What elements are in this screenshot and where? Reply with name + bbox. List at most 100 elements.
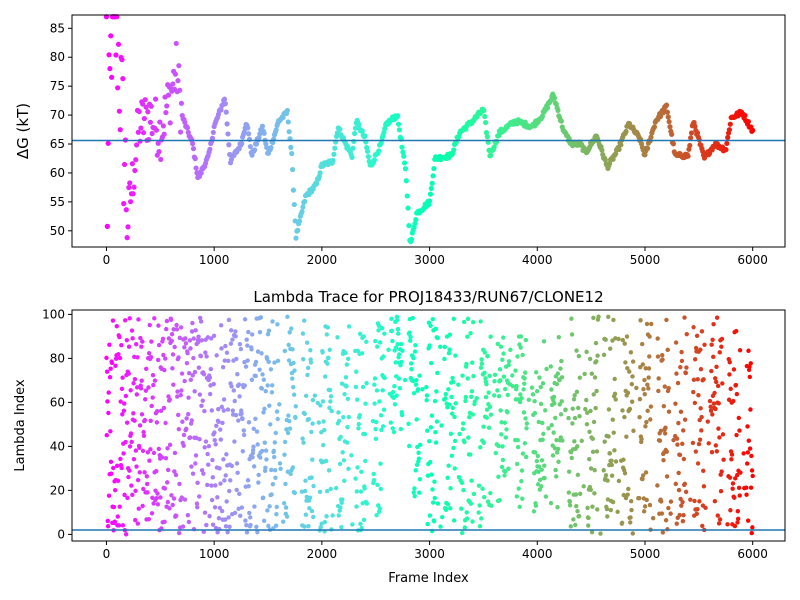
lambda-point [735, 520, 740, 525]
lambda-point [391, 429, 397, 435]
lambda-point [438, 344, 443, 350]
lambda-point [237, 394, 242, 399]
lambda-point [698, 366, 704, 372]
deltaG-point [726, 127, 733, 133]
lambda-point [733, 382, 739, 388]
lambda-point [230, 337, 235, 342]
lambda-point [364, 380, 369, 386]
lambda-point [624, 434, 629, 439]
lambda-point [111, 504, 117, 510]
deltaG-point [289, 166, 296, 173]
lambda-point [135, 477, 141, 483]
lambda-point [579, 438, 584, 444]
lambda-point [218, 427, 223, 432]
lambda-point [248, 515, 253, 520]
deltaG-point [143, 104, 149, 110]
lambda-point [594, 359, 599, 364]
deltaG-point [146, 137, 152, 143]
deltaG-point [623, 128, 629, 135]
lambda-point [548, 364, 553, 369]
lambda-point [182, 497, 188, 502]
lambda-point [468, 501, 474, 506]
lambda-point [463, 394, 468, 400]
lambda-point [201, 471, 206, 476]
deltaG-point [140, 101, 146, 107]
lambda-point [113, 363, 118, 368]
lambda-point [136, 506, 141, 511]
lambda-point [378, 413, 384, 418]
lambda-point [735, 516, 741, 521]
lambda-point [179, 388, 184, 393]
lambda-point [683, 370, 689, 376]
lambda-point [251, 426, 257, 432]
lambda-point [207, 513, 212, 519]
lambda-point [135, 521, 141, 526]
lambda-point [140, 339, 145, 344]
lambda-point [249, 347, 254, 352]
lambda-point [699, 428, 704, 433]
deltaG-point [558, 118, 565, 124]
lambda-point [327, 347, 332, 352]
lambda-point [119, 465, 124, 471]
lambda-point [241, 432, 247, 438]
lambda-point [513, 368, 518, 373]
lambda-point [328, 394, 334, 399]
lambda-point [402, 377, 408, 383]
lambda-point [335, 335, 340, 340]
lambda-point [628, 520, 633, 525]
lambda-point [273, 475, 278, 481]
lambda-point [519, 396, 524, 401]
lambda-point [433, 326, 438, 332]
lambda-point [750, 525, 755, 530]
lambda-point [529, 385, 535, 390]
lambda-point [584, 397, 589, 403]
lambda-point [218, 437, 224, 442]
lambda-point [211, 333, 217, 338]
lambda-point [556, 459, 561, 464]
deltaG-point [482, 113, 488, 120]
lambda-point [149, 403, 154, 409]
lambda-point [661, 403, 667, 409]
lambda-point [471, 373, 476, 379]
lambda-point [606, 314, 611, 320]
lambda-point [201, 372, 207, 377]
lambda-point [141, 486, 146, 492]
lambda-point [415, 387, 421, 392]
lambda-point [457, 431, 462, 437]
lambda-point [235, 372, 240, 377]
lambda-point [732, 495, 737, 500]
lambda-point [174, 322, 179, 328]
lambda-point [468, 331, 473, 336]
lambda-point [164, 326, 169, 332]
lambda-point [196, 334, 201, 339]
lambda-point [129, 328, 135, 333]
lambda-point [252, 504, 257, 509]
lambda-point [122, 492, 127, 498]
lambda-point [164, 318, 170, 324]
lambda-point [585, 410, 590, 416]
lambda-point [674, 436, 680, 441]
lambda-point [447, 402, 452, 407]
lambda-point [303, 512, 309, 517]
lambda-point [744, 485, 749, 490]
lambda-point [188, 346, 193, 351]
lambda-point [246, 483, 251, 489]
lambda-point [174, 327, 180, 332]
lambda-point [519, 468, 525, 473]
lambda-point [736, 415, 741, 421]
lambda-point [149, 511, 155, 516]
lambda-point [556, 334, 562, 340]
lambda-point [190, 471, 196, 476]
lambda-point [523, 337, 529, 343]
lambda-point [447, 332, 453, 337]
deltaG-point [412, 220, 418, 227]
lambda-point [424, 397, 429, 403]
lambda-point [479, 361, 485, 366]
deltaG-point [135, 129, 141, 135]
lambda-point [470, 360, 475, 365]
lambda-point [244, 522, 249, 528]
lambda-point [702, 342, 707, 348]
lambda-point [693, 345, 699, 351]
lambda-point [629, 507, 634, 513]
lambda-point [695, 377, 700, 382]
